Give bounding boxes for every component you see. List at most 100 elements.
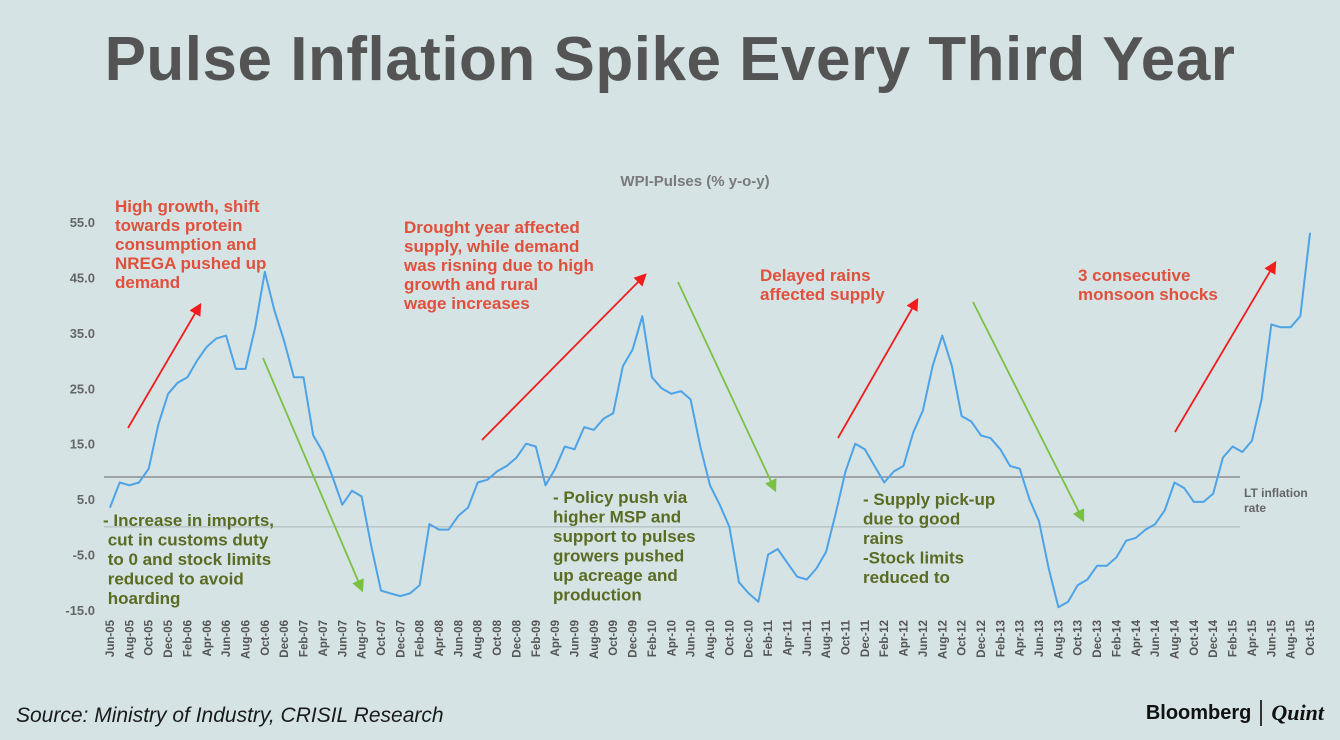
y-tick-label: 5.0	[77, 492, 95, 507]
data-point	[583, 426, 585, 428]
data-point	[506, 465, 508, 467]
data-point	[932, 365, 934, 367]
data-point	[767, 554, 769, 556]
data-point	[1028, 498, 1030, 500]
data-point	[351, 490, 353, 492]
x-tick-label: Feb-06	[182, 620, 194, 657]
data-point	[128, 484, 130, 486]
data-point	[602, 418, 605, 420]
x-tick-label: Apr-08	[434, 619, 446, 656]
x-tick-label: Jun-14	[1150, 619, 1162, 657]
x-tick-label: Aug-06	[240, 620, 252, 659]
data-point	[1193, 501, 1195, 503]
annotation-line: NREGA pushed up	[115, 254, 266, 273]
data-point	[477, 481, 479, 484]
data-point	[341, 504, 343, 506]
trend-arrow-down	[972, 301, 1085, 523]
annotation-line: reduced to	[863, 568, 950, 587]
data-point	[699, 445, 701, 448]
x-tick-label: Apr-10	[666, 620, 678, 656]
data-point	[419, 584, 421, 586]
annotation-line: 3 consecutive	[1078, 266, 1190, 285]
data-point	[177, 382, 179, 384]
x-tick-label: Jun-08	[453, 619, 465, 657]
x-tick-label: Dec-12	[976, 620, 988, 658]
x-tick-label: Jun-05	[105, 619, 117, 657]
x-tick-label: Aug-12	[937, 620, 949, 659]
data-point	[1299, 315, 1301, 317]
data-point	[428, 523, 430, 525]
data-point	[941, 335, 943, 337]
data-point	[612, 412, 614, 414]
x-tick-label: Apr-15	[1247, 619, 1259, 656]
data-point	[738, 581, 740, 583]
data-point	[719, 504, 721, 506]
annotation-line: due to good	[863, 510, 960, 529]
annotation-line: rains	[863, 529, 904, 548]
annotation-line: supply, while demand	[404, 237, 579, 256]
x-tick-label: Dec-08	[511, 619, 523, 657]
annotation-line: hoarding	[103, 589, 180, 608]
data-point	[564, 445, 566, 448]
data-point	[651, 376, 653, 378]
x-tick-label: Apr-11	[782, 619, 794, 655]
data-point	[883, 481, 885, 484]
brand-divider	[1260, 700, 1263, 726]
data-point	[196, 360, 198, 362]
data-point	[641, 315, 643, 317]
x-tick-label: Feb-09	[531, 620, 543, 657]
x-tick-label: Feb-11	[763, 619, 775, 656]
x-tick-label: Jun-11	[802, 619, 814, 656]
data-point	[632, 348, 634, 351]
data-point	[244, 368, 247, 370]
data-point	[835, 512, 837, 514]
data-point	[1067, 601, 1069, 603]
y-tick-label: 55.0	[70, 215, 95, 230]
data-point	[312, 434, 314, 436]
annotation-line: - Increase in imports,	[103, 511, 274, 530]
trend-arrow-up	[837, 297, 919, 439]
data-point	[970, 420, 972, 423]
data-point	[1019, 468, 1021, 470]
data-point	[1232, 445, 1234, 448]
data-point	[1144, 529, 1147, 531]
data-point	[1261, 398, 1263, 400]
data-point	[825, 551, 827, 553]
data-point	[999, 448, 1001, 450]
x-tick-label: Aug-05	[124, 619, 136, 659]
trend-arrow-down	[262, 357, 364, 593]
data-point	[593, 429, 595, 431]
data-point	[109, 506, 111, 509]
y-tick-label: -15.0	[65, 603, 95, 618]
data-point	[893, 470, 895, 472]
data-point	[496, 470, 498, 472]
data-point	[873, 465, 876, 467]
x-tick-label: Feb-07	[299, 620, 311, 657]
x-tick-label: Dec-09	[628, 620, 640, 658]
annotation-line: -Stock limits	[863, 549, 964, 568]
data-point	[1086, 578, 1088, 581]
data-point	[457, 515, 459, 517]
trend-arrow-down	[677, 281, 777, 493]
data-point	[1164, 509, 1166, 511]
data-point	[1212, 493, 1214, 495]
annotation-line: monsoon shocks	[1078, 285, 1218, 304]
data-point	[438, 529, 440, 531]
x-tick-label: Apr-14	[1131, 619, 1143, 656]
x-tick-label: Oct-08	[492, 619, 504, 655]
data-point	[535, 445, 537, 448]
annotation-ann4: 3 consecutive monsoon shocks	[1078, 266, 1218, 304]
data-point	[1115, 556, 1118, 558]
x-tick-label: Dec-07	[395, 620, 407, 658]
x-tick-label: Oct-10	[724, 620, 736, 656]
annotation-line: Delayed rains	[760, 266, 871, 285]
data-point	[409, 592, 411, 595]
x-tick-label: Aug-13	[1053, 620, 1065, 659]
annotation-line: affected supply	[760, 285, 885, 304]
data-point	[1309, 232, 1311, 234]
data-point	[796, 576, 798, 578]
annotation-line: demand	[115, 273, 180, 292]
data-point	[138, 481, 140, 484]
data-point	[254, 326, 256, 328]
data-point	[815, 567, 818, 570]
